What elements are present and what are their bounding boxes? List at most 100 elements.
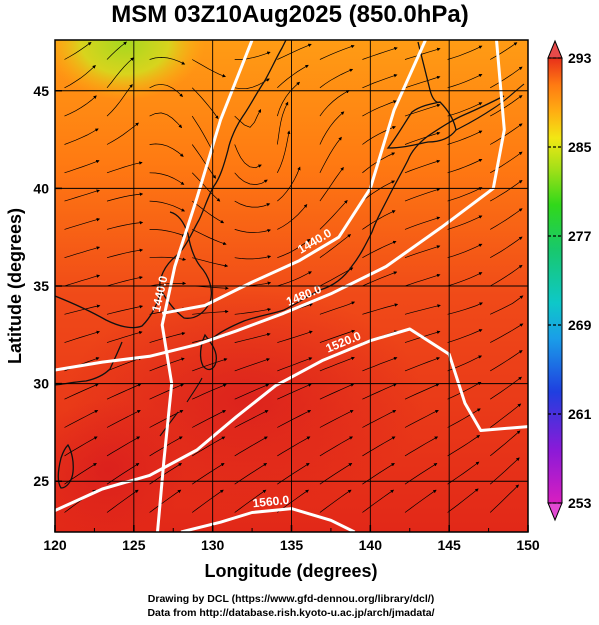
y-tick-label: 25 [33,473,49,489]
streamline [64,218,101,230]
streamline [319,234,352,258]
height-contour [180,507,356,532]
streamline [404,383,440,400]
streamline [319,410,354,428]
footer-source-line: Data from http://database.rish.kyoto-u.a… [147,607,434,619]
streamline [489,457,520,485]
streamline [277,357,313,372]
streamline [149,463,182,485]
streamline [234,332,271,343]
streamline [362,271,398,287]
streamline [490,66,523,89]
streamline [490,350,523,372]
streamline [319,136,342,173]
streamline [276,101,289,145]
streamline [447,45,483,60]
graticule [55,40,528,532]
streamline [319,356,355,372]
height-contour [156,40,254,532]
streamline [234,383,270,400]
x-tick-label: 140 [359,537,383,553]
height-contour [55,327,528,512]
streamline [447,408,481,428]
streamline [319,383,355,400]
streamline [106,41,127,60]
streamline [490,295,524,315]
coastline-asia [55,40,287,329]
streamline [106,383,142,400]
streamline [362,47,398,60]
streamline [490,323,524,343]
streamline [447,272,483,287]
streamline [149,281,187,287]
streamline [490,179,523,202]
streamline [192,358,228,372]
streamline [404,245,441,259]
streamline [447,435,481,457]
streamline [106,221,144,230]
streamline [192,463,225,485]
streamline [319,166,344,202]
streamline [149,200,186,212]
streamline [362,356,398,372]
colorbar-tick-label: 253 [568,495,592,511]
streamline [106,192,144,202]
streamline [234,144,262,169]
streamline [192,410,227,428]
streamline [489,430,521,457]
streamline [64,330,100,343]
streamline [319,436,354,457]
streamline [319,199,348,230]
streamline [490,376,522,400]
streamline [276,130,291,173]
streamline [277,271,312,287]
streamline [277,436,311,457]
x-tick-label: 125 [122,537,146,553]
streamline [404,304,441,315]
colorbar-top-arrow [547,39,563,59]
streamline [404,131,441,145]
colorbar-gradient [548,58,562,503]
streamline [319,489,352,513]
streamline [234,358,270,372]
streamline [234,51,271,60]
colorbar-bottom-arrow [547,502,563,522]
streamline [490,42,518,60]
coastline-japan [212,95,505,339]
streamline [404,47,441,60]
colorbar-tick-label: 277 [568,228,592,244]
streamline [490,95,523,117]
streamline [191,87,219,120]
streamline [192,436,226,457]
colorbar-tick-label: 269 [568,317,592,333]
colorbar-ticks: 293 285 277 269 261 253 [548,50,592,511]
streamline [277,166,301,202]
streamline [362,489,395,513]
streamline [64,128,99,145]
streamline [362,180,396,202]
streamline [447,102,483,117]
streamline [447,158,483,174]
streamline [149,383,185,400]
contour-label: 1560.0 [252,493,290,511]
streamline [149,143,184,157]
coastline-kyushu [199,333,218,371]
streamline [106,305,144,315]
streamline [149,256,187,261]
streamline [191,115,214,153]
streamline [149,172,185,185]
streamline [319,301,356,315]
streamline [490,208,523,230]
streamline [277,330,313,343]
streamline [149,489,182,513]
streamline [362,383,397,400]
streamline [234,410,269,428]
streamline [191,172,221,202]
streamline [447,381,482,400]
streamline [64,65,96,89]
streamline [362,303,399,315]
y-axis-label: Latitude (degrees) [5,208,25,364]
streamline [64,274,101,287]
coastline-china-south [55,341,123,386]
